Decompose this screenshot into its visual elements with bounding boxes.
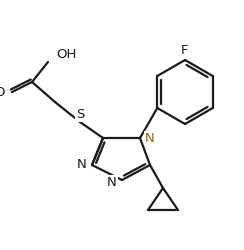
Text: N: N (145, 132, 155, 144)
Text: N: N (77, 158, 87, 172)
Text: OH: OH (56, 48, 76, 62)
Text: F: F (181, 44, 189, 57)
Text: S: S (76, 108, 84, 122)
Text: N: N (107, 176, 117, 188)
Text: O: O (0, 86, 5, 98)
